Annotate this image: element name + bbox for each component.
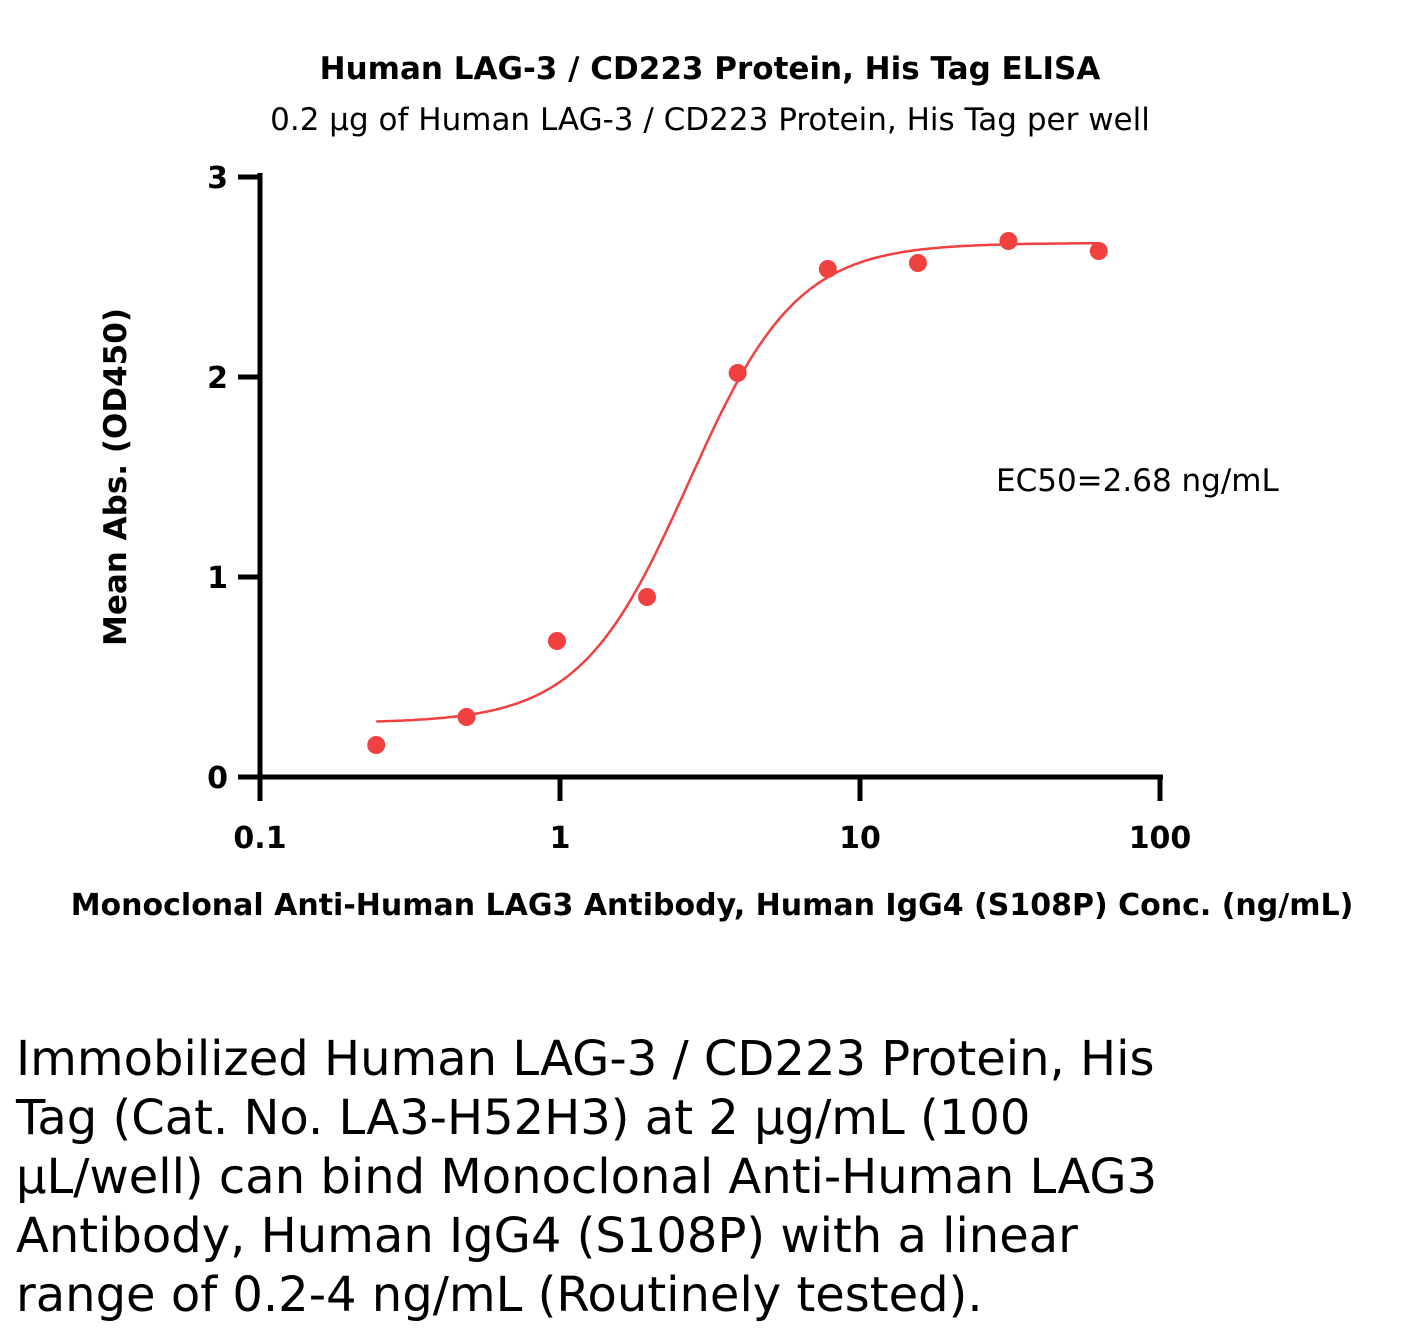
data-point <box>1089 242 1108 260</box>
y-tick-label: 2 <box>207 361 228 396</box>
x-tick-label: 100 <box>1129 821 1192 856</box>
data-point <box>547 632 566 650</box>
data-point <box>908 254 927 272</box>
x-tick-label: 0.1 <box>233 821 286 856</box>
chart-title: Human LAG-3 / CD223 Protein, His Tag ELI… <box>320 51 1101 87</box>
y-tick-label: 1 <box>207 561 228 596</box>
data-point <box>457 708 476 726</box>
ec50-annotation: EC50=2.68 ng/mL <box>996 463 1279 499</box>
y-axis-label: Mean Abs. (OD450) <box>98 308 134 646</box>
elisa-chart: Human LAG-3 / CD223 Protein, His Tag ELI… <box>71 51 1354 923</box>
data-point <box>367 736 386 754</box>
y-tick-label: 0 <box>207 761 228 796</box>
figure-caption: Immobilized Human LAG-3 / CD223 Protein,… <box>16 1031 1158 1323</box>
x-tick-label: 1 <box>550 821 571 856</box>
chart-subtitle: 0.2 µg of Human LAG-3 / CD223 Protein, H… <box>270 102 1150 138</box>
data-point <box>818 260 837 278</box>
fit-curve <box>376 242 1099 723</box>
data-point <box>638 588 657 606</box>
x-tick-label: 10 <box>839 821 881 856</box>
y-tick-label: 3 <box>207 161 228 196</box>
data-point <box>999 232 1018 250</box>
data-point <box>728 364 747 382</box>
x-axis-label: Monoclonal Anti-Human LAG3 Antibody, Hum… <box>71 888 1354 923</box>
